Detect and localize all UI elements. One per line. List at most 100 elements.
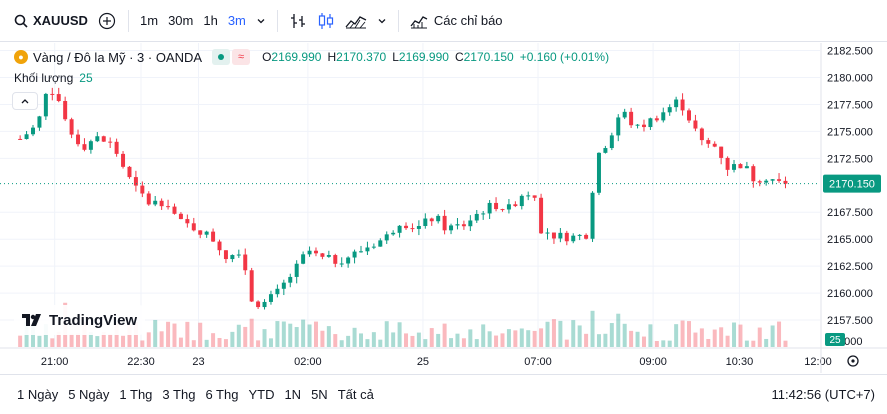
volume-bar bbox=[391, 332, 396, 347]
volume-bar bbox=[474, 339, 479, 347]
market-open-icon[interactable] bbox=[212, 49, 231, 65]
candle-body bbox=[339, 263, 344, 265]
range-1d[interactable]: 1 Ngày bbox=[17, 387, 59, 402]
candle-body bbox=[262, 301, 267, 308]
volume-bar bbox=[725, 335, 730, 347]
candle-body bbox=[410, 228, 415, 230]
interval-1h[interactable]: 1h bbox=[203, 13, 218, 28]
chevron-up-icon bbox=[21, 99, 29, 104]
volume-bar bbox=[770, 325, 775, 347]
waves-icon[interactable]: ≈ bbox=[232, 49, 251, 65]
range-1y[interactable]: 1N bbox=[284, 387, 302, 402]
volume-bar bbox=[217, 337, 222, 347]
candle-body bbox=[18, 138, 23, 140]
candle-body bbox=[519, 195, 524, 207]
price-axis-tick: 2175.000 bbox=[827, 126, 873, 138]
candle-body bbox=[127, 166, 132, 178]
range-all[interactable]: Tất cả bbox=[337, 387, 374, 402]
volume-bar bbox=[764, 338, 769, 347]
volume-bar bbox=[706, 338, 711, 347]
compare-add-button[interactable] bbox=[92, 8, 122, 34]
candles-style-button[interactable] bbox=[312, 8, 340, 34]
volume-bar bbox=[223, 339, 228, 347]
volume-bar bbox=[172, 323, 177, 347]
volume-bar bbox=[635, 331, 640, 347]
gold-symbol-icon: ● bbox=[14, 50, 28, 64]
volume-bar bbox=[339, 340, 344, 347]
volume-bar bbox=[751, 340, 756, 347]
candle-body bbox=[31, 127, 35, 135]
candle-body bbox=[166, 206, 171, 208]
indicators-button[interactable]: Các chỉ báo bbox=[405, 8, 508, 34]
gear-icon[interactable] bbox=[847, 355, 859, 367]
interval-1m[interactable]: 1m bbox=[140, 13, 159, 28]
area-style-button[interactable] bbox=[340, 8, 372, 34]
candle-body bbox=[757, 181, 762, 183]
volume-bar bbox=[326, 326, 331, 347]
range-6m[interactable]: 6 Thg bbox=[205, 387, 239, 402]
interval-3m[interactable]: 3m bbox=[227, 13, 246, 28]
collapse-legend-button[interactable] bbox=[12, 92, 38, 110]
candle-body bbox=[346, 257, 351, 264]
candle-body bbox=[307, 250, 312, 255]
volume-bar bbox=[69, 333, 74, 347]
volume-bar bbox=[359, 333, 363, 347]
candle-body bbox=[706, 140, 711, 144]
candle-body bbox=[564, 232, 569, 242]
volume-bar bbox=[744, 340, 749, 347]
symbol-search[interactable]: XAUUSD bbox=[0, 13, 92, 28]
volume-bar bbox=[603, 333, 608, 347]
price-axis-tick: 2160.000 bbox=[827, 288, 873, 300]
series-legend: ● Vàng / Đô la Mỹ · 3 · OANDA ≈ O2169.99… bbox=[14, 49, 609, 65]
candle-body bbox=[63, 100, 68, 120]
volume-bar bbox=[455, 333, 460, 347]
candle-body bbox=[725, 157, 730, 170]
bars-style-button[interactable] bbox=[284, 8, 312, 34]
candle-body bbox=[539, 197, 544, 234]
range-3m[interactable]: 3 Thg bbox=[162, 387, 196, 402]
candle-body bbox=[416, 226, 421, 229]
candle-body bbox=[249, 270, 254, 302]
chart-pane[interactable]: 2182.500 2180.000 2177.500 2175.000 2172.500… bbox=[0, 43, 887, 373]
candle-body bbox=[764, 180, 769, 183]
interval-dropdown[interactable] bbox=[251, 8, 271, 34]
volume-bar bbox=[500, 333, 505, 347]
interval-30m[interactable]: 30m bbox=[168, 13, 194, 28]
clock-timezone[interactable]: 11:42:56 (UTC+7) bbox=[771, 387, 875, 402]
volume-bar bbox=[738, 324, 743, 347]
candle-body bbox=[449, 225, 454, 231]
range-5d[interactable]: 5 Ngày bbox=[68, 387, 110, 402]
price-axis-tick: 2172.500 bbox=[827, 153, 873, 165]
volume-bar bbox=[654, 340, 659, 347]
volume-bar bbox=[777, 321, 782, 347]
candle-body bbox=[24, 134, 29, 140]
price-chart[interactable]: 2182.500 2180.000 2177.500 2175.000 2172.500… bbox=[0, 43, 887, 373]
volume-bar bbox=[667, 340, 672, 347]
candle-body bbox=[114, 141, 119, 154]
candle-body bbox=[268, 294, 273, 302]
volume-bar bbox=[732, 322, 737, 347]
range-5y[interactable]: 5N bbox=[311, 387, 328, 402]
candle-body bbox=[648, 118, 653, 128]
candle-body bbox=[320, 253, 325, 257]
range-1m[interactable]: 1 Thg bbox=[119, 387, 153, 402]
series-title: Vàng / Đô la Mỹ · 3 · OANDA bbox=[33, 49, 203, 65]
volume-bar bbox=[166, 321, 171, 347]
volume-bar bbox=[159, 331, 164, 347]
chart-style-dropdown[interactable] bbox=[372, 8, 392, 34]
volume-bar bbox=[288, 323, 293, 347]
volume-bar bbox=[384, 321, 389, 347]
volume-bar bbox=[185, 321, 190, 347]
volume-bar bbox=[101, 331, 106, 347]
candle-body bbox=[506, 204, 511, 210]
candle-body bbox=[404, 225, 409, 229]
candle-body bbox=[429, 218, 434, 222]
candle-body bbox=[198, 230, 203, 235]
tradingview-watermark[interactable]: TradingView bbox=[14, 305, 146, 335]
volume-bar bbox=[629, 330, 634, 347]
range-ytd[interactable]: YTD bbox=[248, 387, 275, 402]
candle-body bbox=[243, 254, 248, 271]
volume-bar bbox=[481, 324, 486, 347]
symbol-label: XAUUSD bbox=[33, 13, 88, 28]
price-axis-tick: 2180.000 bbox=[827, 72, 873, 84]
